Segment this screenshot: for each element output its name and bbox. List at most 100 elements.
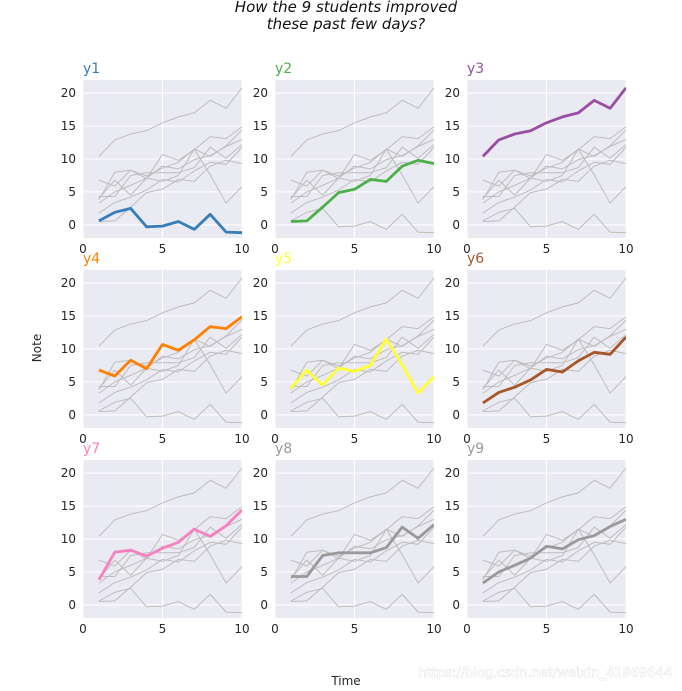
y-tick-label: 20 <box>445 86 460 100</box>
panel-y8: 0 5 10 15 20 0 5 10 y8 <box>253 441 442 636</box>
series-line-background <box>290 526 434 594</box>
series-line-background <box>98 336 242 404</box>
panel-y9: 0 5 10 15 20 0 5 10 y9 <box>445 441 634 636</box>
series-line-y8 <box>290 523 434 578</box>
x-tick-label: 0 <box>463 432 471 446</box>
panel-y3: 0 5 10 15 20 0 5 10 y3 <box>445 61 634 256</box>
series-line-background <box>98 506 242 567</box>
series-line-background <box>290 148 434 204</box>
series-line-background <box>290 467 434 537</box>
y-tick-label: 15 <box>445 119 460 133</box>
x-tick-label: 10 <box>618 622 633 636</box>
y-tick-label: 0 <box>452 598 460 612</box>
series-line-background <box>482 277 626 347</box>
panel-y2: 0 5 10 15 20 0 5 10 y2 <box>253 61 442 256</box>
panel-title-y4: y4 <box>83 251 100 267</box>
series-line-y2 <box>290 158 434 223</box>
x-axis-label: Time <box>330 674 360 688</box>
watermark: https://blog.csdn.net/weixin_41869644 <box>418 666 672 681</box>
y-tick-label: 5 <box>68 375 76 389</box>
series-line-background <box>98 526 242 594</box>
y-tick-label: 15 <box>253 119 268 133</box>
series-line-background <box>482 397 626 424</box>
series-line-background <box>98 138 242 204</box>
y-tick-label: 15 <box>61 119 76 133</box>
series-line-y7 <box>97 509 242 581</box>
series-line-background <box>290 144 434 197</box>
x-tick-label: 0 <box>463 242 471 256</box>
x-tick-label: 5 <box>159 432 167 446</box>
series-line-background <box>290 277 434 347</box>
series-line-background <box>98 277 242 347</box>
panel-title-y6: y6 <box>467 251 484 267</box>
y-tick-label: 0 <box>260 218 268 232</box>
series-line-background <box>98 126 242 187</box>
y-tick-label: 15 <box>61 309 76 323</box>
x-tick-label: 10 <box>234 242 249 256</box>
panel-title-y9: y9 <box>467 441 484 457</box>
x-tick-label: 5 <box>351 432 359 446</box>
series-line-background <box>482 144 626 197</box>
y-tick-label: 5 <box>452 375 460 389</box>
y-axis-label: Note <box>30 334 44 362</box>
panel-title-y8: y8 <box>275 441 292 457</box>
chart-title-line-1: How the 9 students improved <box>235 0 458 16</box>
series-line-background <box>98 338 242 394</box>
y-tick-label: 20 <box>445 276 460 290</box>
y-tick-label: 5 <box>68 565 76 579</box>
y-tick-label: 0 <box>260 408 268 422</box>
series-line-y4 <box>98 315 242 378</box>
y-tick-label: 10 <box>61 152 76 166</box>
y-tick-label: 5 <box>68 185 76 199</box>
series-line-background <box>290 316 434 377</box>
series-line-background <box>290 397 434 424</box>
series-line-background <box>98 334 242 387</box>
panel-y6: 0 5 10 15 20 0 5 10 y6 <box>445 251 634 446</box>
y-tick-label: 0 <box>68 408 76 422</box>
y-tick-label: 20 <box>253 276 268 290</box>
y-tick-label: 5 <box>452 185 460 199</box>
series-line-background <box>482 148 626 204</box>
x-tick-label: 5 <box>159 622 167 636</box>
x-tick-label: 5 <box>543 432 551 446</box>
y-tick-label: 15 <box>445 499 460 513</box>
y-tick-label: 0 <box>452 408 460 422</box>
series-line-background <box>482 467 626 537</box>
y-tick-label: 20 <box>61 86 76 100</box>
panel-y5: 0 5 10 15 20 0 5 10 y5 <box>253 251 442 446</box>
series-line-background <box>290 126 434 187</box>
series-line-background <box>98 148 242 204</box>
panel-y7: 0 5 10 15 20 0 5 10 y7 <box>61 441 250 636</box>
series-line-background <box>290 506 434 567</box>
series-line-background <box>290 336 434 404</box>
series-line-background <box>98 528 242 584</box>
series-line-background <box>482 207 626 234</box>
series-line-y5 <box>289 337 434 395</box>
y-tick-label: 10 <box>445 342 460 356</box>
y-tick-label: 20 <box>253 466 268 480</box>
series-line-y1 <box>98 206 242 235</box>
series-line-background <box>482 328 626 394</box>
series-line-background <box>98 467 242 537</box>
x-tick-label: 0 <box>271 432 279 446</box>
y-tick-label: 10 <box>445 532 460 546</box>
x-tick-label: 0 <box>79 622 87 636</box>
series-line-y3 <box>481 87 626 158</box>
series-line-background <box>98 328 242 394</box>
y-tick-label: 10 <box>253 342 268 356</box>
series-line-background <box>482 316 626 377</box>
x-tick-label: 5 <box>543 622 551 636</box>
series-line-background <box>482 126 626 187</box>
y-tick-label: 0 <box>68 218 76 232</box>
y-tick-label: 5 <box>260 565 268 579</box>
x-tick-label: 10 <box>426 622 441 636</box>
y-tick-label: 5 <box>452 565 460 579</box>
y-tick-label: 10 <box>253 152 268 166</box>
y-tick-label: 0 <box>68 598 76 612</box>
y-tick-label: 10 <box>253 532 268 546</box>
y-tick-label: 15 <box>253 309 268 323</box>
series-line-background <box>98 87 242 157</box>
chart-title-line-2: these past few days? <box>267 15 426 33</box>
y-tick-label: 20 <box>253 86 268 100</box>
